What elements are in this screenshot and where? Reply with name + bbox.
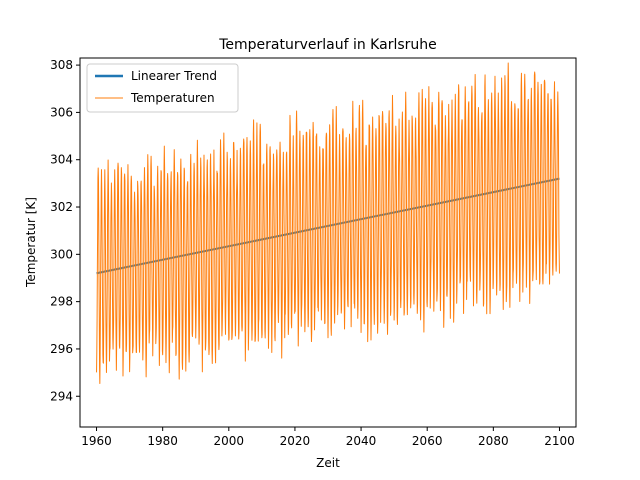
- x-tick-label: 2060: [412, 434, 443, 448]
- axes-frame: [79, 57, 577, 428]
- y-tick-label: 294: [50, 389, 73, 403]
- x-tick-label: 2040: [346, 434, 377, 448]
- y-tick-label: 304: [50, 153, 73, 167]
- y-tick-label: 300: [50, 247, 73, 261]
- legend-label-trend: Linearer Trend: [131, 69, 217, 83]
- y-axis-ticks: 294 296 298 300 302 304 306 308: [50, 58, 80, 403]
- series-layer: [96, 62, 560, 385]
- y-tick-label: 306: [50, 105, 73, 119]
- x-tick-label: 2100: [544, 434, 575, 448]
- y-tick-label: 298: [50, 295, 73, 309]
- y-axis-label: Temperatur [K]: [24, 197, 38, 288]
- x-axis-label: Zeit: [316, 456, 340, 470]
- x-axis-ticks: 1960 1980 2000 2020 2040 2060 2080 2100: [81, 427, 575, 448]
- y-tick-label: 302: [50, 200, 73, 214]
- x-tick-label: 1980: [147, 434, 178, 448]
- x-tick-label: 2020: [280, 434, 311, 448]
- x-tick-label: 1960: [81, 434, 112, 448]
- x-tick-label: 2080: [478, 434, 509, 448]
- legend: Linearer Trend Temperaturen: [86, 63, 239, 113]
- plot-area: [96, 62, 560, 385]
- chart-title: Temperaturverlauf in Karlsruhe: [218, 37, 437, 53]
- series-line-temperatures: [96, 62, 560, 385]
- y-tick-label: 308: [50, 58, 73, 72]
- legend-label-temperatures: Temperaturen: [130, 91, 215, 105]
- x-tick-label: 2000: [214, 434, 245, 448]
- legend-box: [86, 63, 239, 113]
- y-tick-label: 296: [50, 342, 73, 356]
